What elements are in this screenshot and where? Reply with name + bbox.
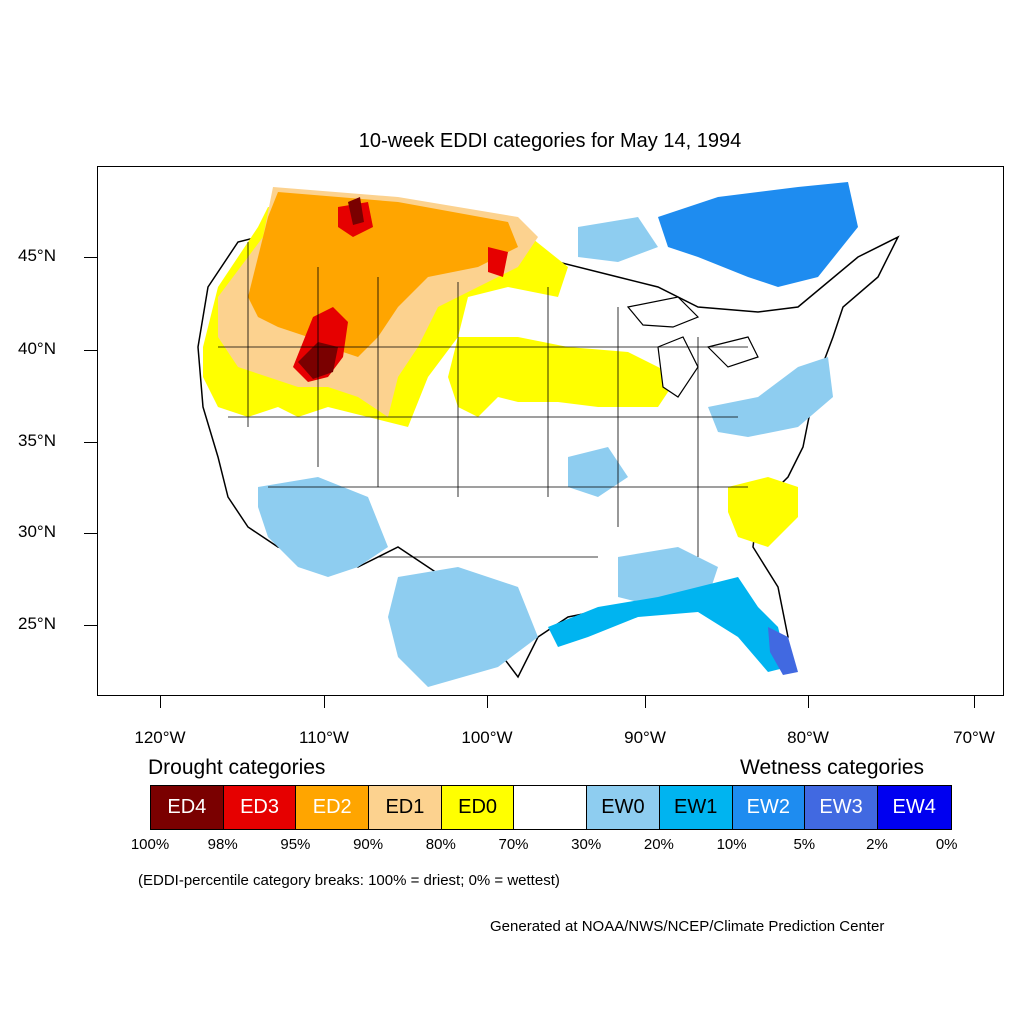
lat-tick <box>84 442 97 443</box>
percentile-label: 30% <box>571 836 602 853</box>
category-note: (EDDI-percentile category breaks: 100% =… <box>138 872 560 889</box>
lon-label-110: 110°W <box>299 728 349 747</box>
map-frame <box>97 166 1004 696</box>
great-lakes <box>626 296 759 398</box>
ew1-gulf-coast <box>548 577 788 672</box>
lon-tick <box>974 696 975 708</box>
category-legend: ED4 ED3 ED2 ED1 ED0 EW0 EW1 EW2 EW3 EW4 <box>150 785 952 830</box>
percentile-label: 5% <box>793 836 816 853</box>
percentile-label: 0% <box>935 836 958 853</box>
lat-tick <box>84 257 97 258</box>
ew1-canada <box>658 182 858 287</box>
lon-tick <box>324 696 325 708</box>
drought-categories-title: Drought categories <box>148 756 326 779</box>
lat-tick <box>84 350 97 351</box>
lat-label-45: 45°N <box>18 246 56 265</box>
ed4-montana <box>348 197 364 225</box>
lon-tick <box>487 696 488 708</box>
lat-label-35: 35°N <box>18 431 56 450</box>
lon-label-70: 70°W <box>953 728 995 747</box>
lat-label-40: 40°N <box>18 339 56 358</box>
legend-box-ed0: ED0 <box>441 786 515 829</box>
percentile-label: 100% <box>130 836 170 853</box>
legend-box-ew0: EW0 <box>587 786 660 829</box>
percentile-label: 10% <box>716 836 747 853</box>
legend-box-ed3: ED3 <box>223 786 297 829</box>
percentile-label: 2% <box>866 836 888 853</box>
lon-label-120: 120°W <box>134 728 186 747</box>
ed3-east <box>488 247 508 277</box>
ew0-texas <box>388 567 538 687</box>
percentile-label: 80% <box>425 836 456 853</box>
lon-label-90: 90°W <box>624 728 666 747</box>
lon-label-100: 100°W <box>461 728 513 747</box>
legend-box-ew1: EW1 <box>659 786 733 829</box>
lon-label-80: 80°W <box>787 728 829 747</box>
credit-line: Generated at NOAA/NWS/NCEP/Climate Predi… <box>490 918 885 935</box>
percentile-label: 70% <box>498 836 529 853</box>
eddi-map <box>197 182 900 687</box>
ew0-canada <box>578 217 658 262</box>
state-borders <box>218 242 748 558</box>
map-title: 10-week EDDI categories for May 14, 1994 <box>358 130 742 152</box>
wetness-categories-title: Wetness categories <box>740 756 925 779</box>
percentile-label: 98% <box>207 836 238 853</box>
lon-tick <box>808 696 809 708</box>
legend-box-ed4: ED4 <box>151 786 224 829</box>
lat-label-30: 30°N <box>18 522 56 541</box>
lon-tick <box>645 696 646 708</box>
legend-box-ew3: EW3 <box>805 786 878 829</box>
ew0-ohio <box>708 357 833 437</box>
percentile-label: 95% <box>280 836 311 853</box>
percentile-label: 90% <box>353 836 384 853</box>
legend-box-ew4: EW4 <box>877 786 951 829</box>
ed0-midwest <box>448 337 678 417</box>
ew0-kansas <box>568 447 628 497</box>
lon-tick <box>160 696 161 708</box>
legend-box-neutral <box>514 786 588 829</box>
legend-box-ed2: ED2 <box>296 786 370 829</box>
lat-tick <box>84 533 97 534</box>
lat-label-25: 25°N <box>18 614 56 633</box>
percentile-label: 20% <box>643 836 674 853</box>
lat-tick <box>84 625 97 626</box>
ed0-southeast <box>728 477 798 547</box>
legend-box-ew2: EW2 <box>732 786 806 829</box>
ew0-southwest <box>258 477 388 577</box>
ew3-florida <box>768 627 798 675</box>
legend-box-ed1: ED1 <box>369 786 442 829</box>
